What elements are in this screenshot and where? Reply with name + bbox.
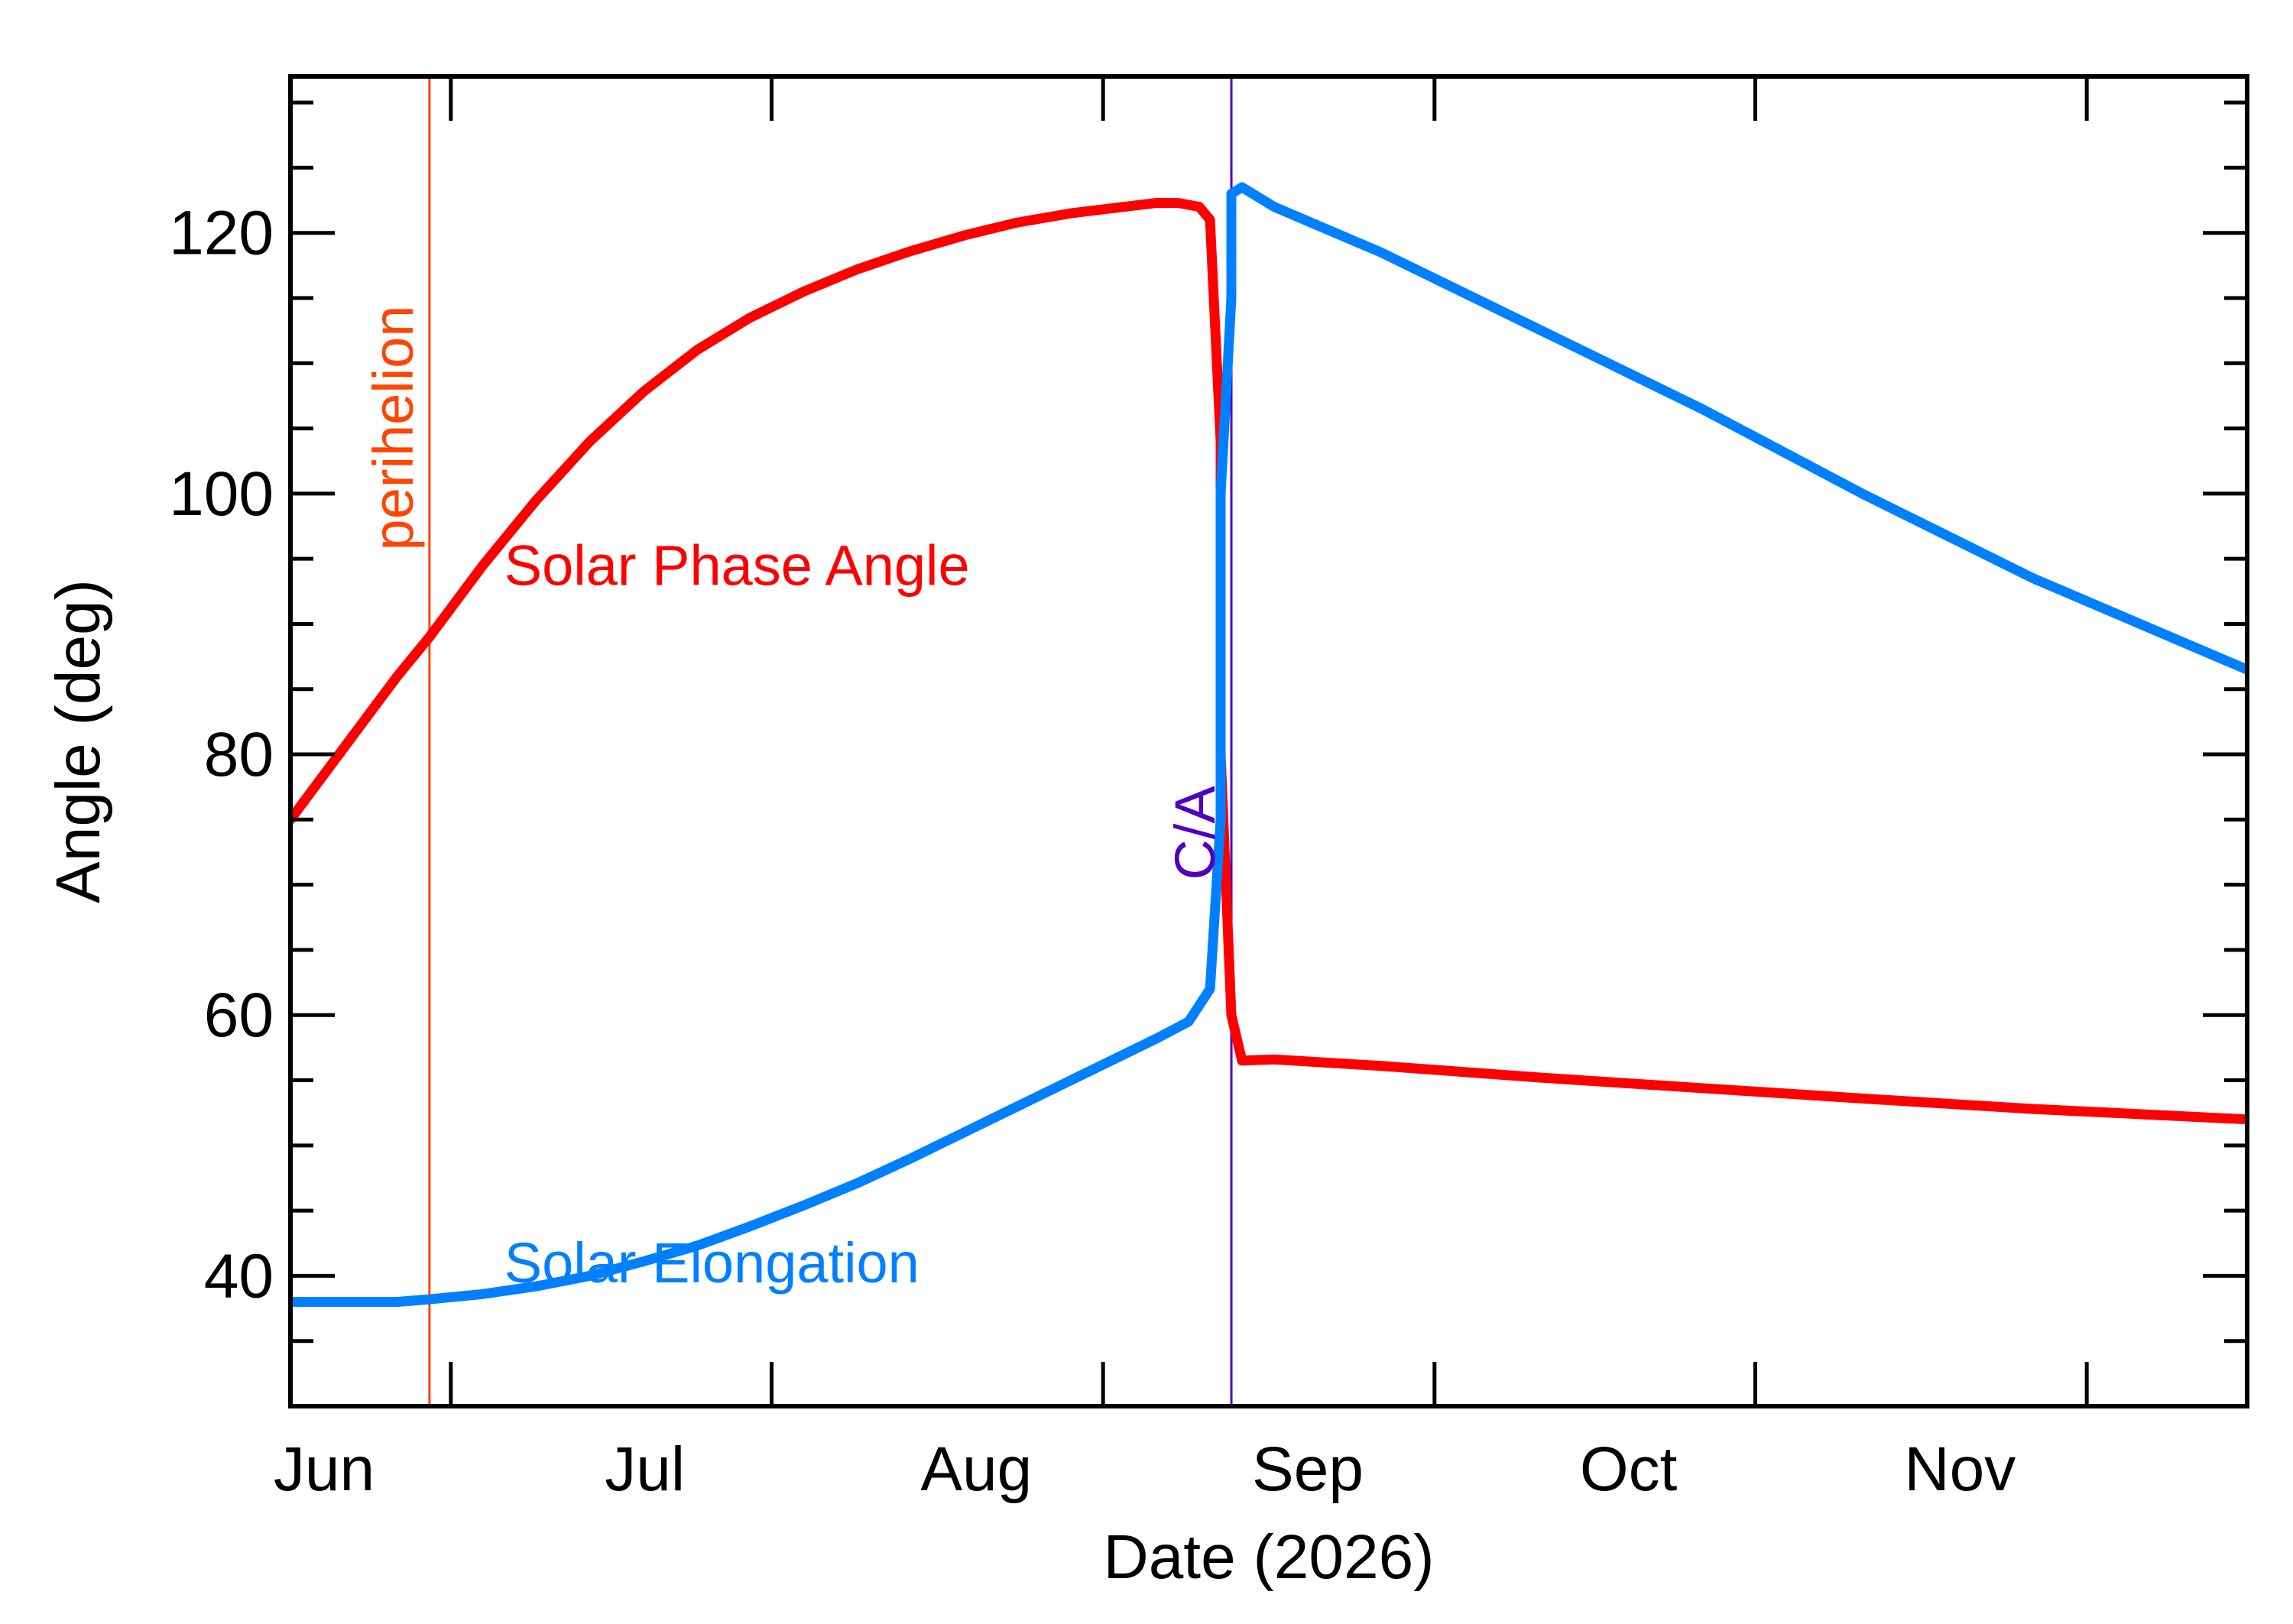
y-tick-labels: 40 60 80 100 120 <box>169 199 274 1311</box>
x-tick-label: Nov <box>1904 1434 2016 1504</box>
x-axis-label: Date (2026) <box>1103 1522 1434 1592</box>
y-tick-label: 80 <box>204 720 274 789</box>
x-tick-label: Jun <box>274 1434 375 1504</box>
y-axis-label: Angle (deg) <box>44 579 113 903</box>
x-tick-labels: Jun Jul Aug Sep Oct Nov <box>274 1434 2016 1504</box>
plot-frame <box>288 74 2249 1408</box>
vline-label: perihelion <box>362 306 425 551</box>
y-tick-label: 60 <box>204 981 274 1050</box>
series-annotation-solar-phase-angle: Solar Phase Angle <box>504 533 970 597</box>
annotations: perihelion C/A Solar Phase Angle Solar Elon… <box>362 306 1227 1295</box>
series-lines <box>290 182 2247 1307</box>
series-line-solar-phase-angle <box>290 198 2247 1125</box>
x-tick-label: Oct <box>1580 1434 1678 1504</box>
series-line-solar-elongation <box>290 182 2247 1307</box>
vline-label: C/A <box>1163 786 1227 880</box>
x-tick-label: Aug <box>920 1434 1032 1504</box>
x-tick-label: Jul <box>605 1434 685 1504</box>
y-tick-label: 120 <box>169 199 274 268</box>
x-tick-label: Sep <box>1252 1434 1364 1504</box>
y-tick-label: 100 <box>169 459 274 529</box>
series-annotation-solar-elongation: Solar Elongation <box>504 1231 919 1295</box>
y-tick-label: 40 <box>204 1241 274 1311</box>
